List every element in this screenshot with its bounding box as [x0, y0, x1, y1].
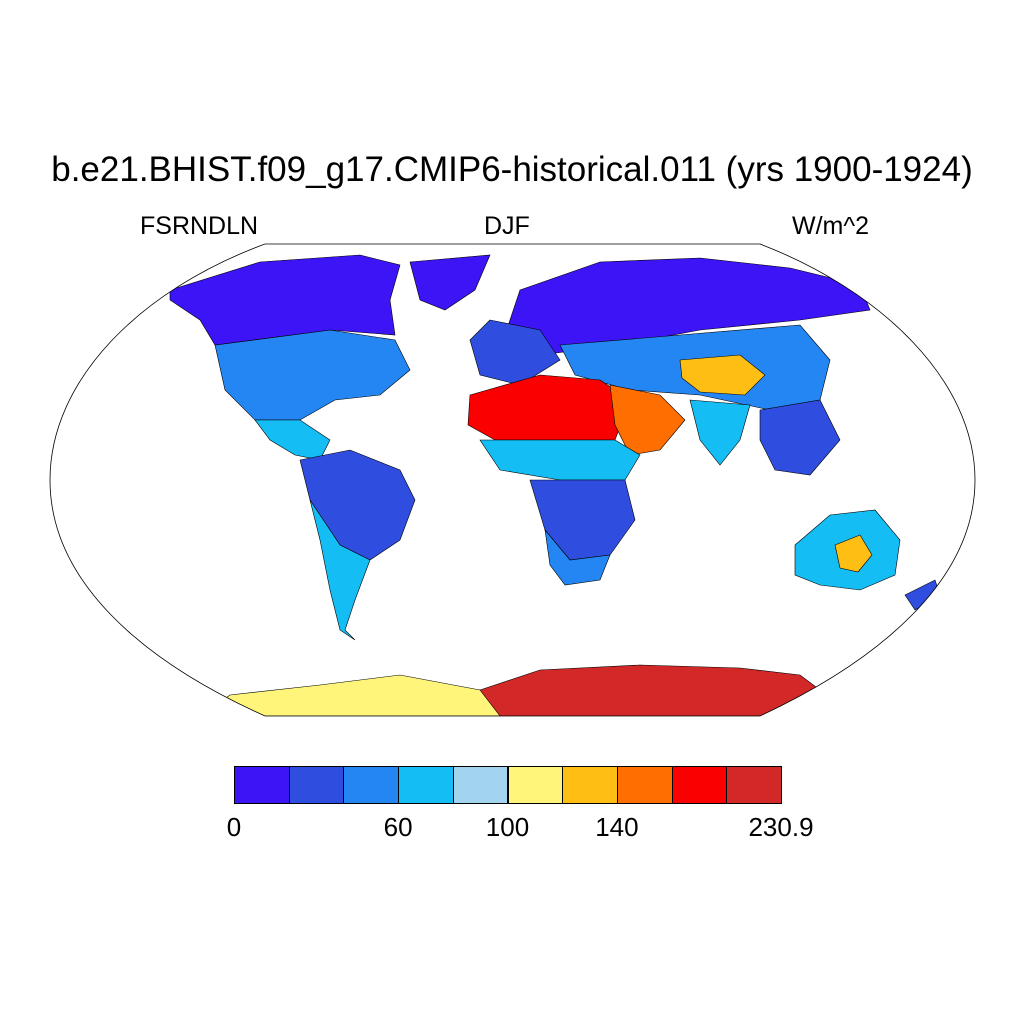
variable-label: FSRNDLN — [140, 212, 259, 240]
colorbar-swatch — [726, 766, 782, 804]
region-arabia — [609, 384, 686, 456]
colorbar-swatch — [288, 766, 345, 804]
units-label: W/m^2 — [792, 212, 870, 240]
region-antarctica-west — [199, 674, 521, 716]
region-greenland — [409, 254, 491, 311]
colorbar-label: 140 — [595, 812, 639, 842]
colorbar-swatch — [398, 766, 454, 804]
colorbar-swatch — [616, 766, 673, 804]
region-southern-africa — [544, 528, 611, 586]
region-tibet-plateau — [679, 354, 766, 396]
colorbar-swatch — [507, 766, 564, 804]
plot-title: b.e21.BHIST.f09_g17.CMIP6-historical.011… — [51, 150, 973, 189]
region-andes-south — [309, 499, 371, 641]
colorbar-swatch — [671, 766, 728, 804]
region-new-zealand — [904, 579, 941, 611]
colorbar-swatch — [452, 766, 509, 804]
region-central-america — [254, 419, 331, 461]
region-antarctica-east — [479, 664, 821, 716]
season-label: DJF — [484, 212, 530, 240]
colorbar-swatch — [562, 766, 618, 804]
colorbar-swatch — [343, 766, 400, 804]
colorbar-label: 60 — [383, 812, 413, 842]
colorbar-label: 230.9 — [748, 812, 814, 842]
region-sahel — [479, 439, 641, 481]
map-border — [49, 243, 976, 717]
colorbar-label: 100 — [485, 812, 530, 842]
region-sahara — [467, 374, 631, 441]
region-southeast-asia — [759, 399, 841, 476]
colorbar-label: 0 — [226, 812, 242, 842]
region-canada-arctic — [169, 254, 401, 346]
region-amazon — [299, 449, 416, 561]
region-central-africa — [529, 479, 636, 561]
region-india — [689, 399, 751, 466]
colorbar-swatch — [234, 766, 290, 804]
region-north-america — [214, 329, 411, 421]
region-central-australia — [834, 534, 873, 573]
